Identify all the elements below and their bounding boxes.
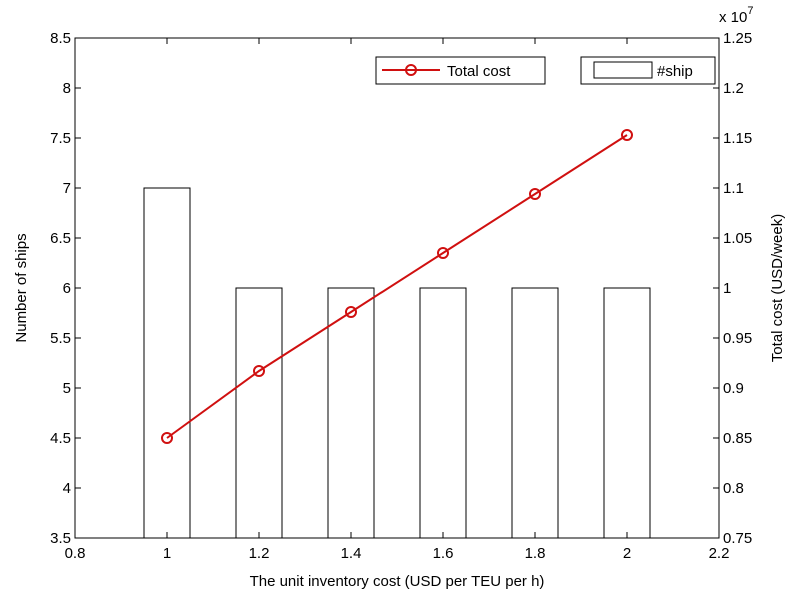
ship-bar [327,287,375,539]
right-y-axis-label: Total cost (USD/week) [769,214,786,362]
x-axis-label: The unit inventory cost (USD per TEU per… [250,573,545,590]
right-axis-exponent: x 107 [719,5,753,26]
right-y-tick-label: 0.8 [723,480,744,497]
legend-total-cost-label: Total cost [447,63,511,80]
left-y-tick-label: 8 [63,80,71,97]
legend-total-cost: Total cost [375,56,546,85]
ship-bar [511,287,559,539]
left-y-tick-label: 4 [63,480,71,497]
right-y-tick-label: 1.25 [723,30,752,47]
left-y-tick-label: 5 [63,380,71,397]
ship-bar [143,187,191,539]
right-y-tick-label: 0.95 [723,330,752,347]
left-y-ticks: 3.5 4 4.5 5 5.5 6 6.5 7 7.5 8 8.5 [50,30,81,547]
x-tick-label: 1.6 [433,545,454,562]
left-y-tick-label: 5.5 [50,330,71,347]
right-y-tick-label: 1.1 [723,180,744,197]
ship-bar [603,287,651,539]
legend-ship-label: #ship [657,63,693,80]
left-y-tick-label: 3.5 [50,530,71,547]
total-cost-point [529,188,541,200]
legend-total-cost-marker-icon [405,64,417,76]
total-cost-point [345,306,357,318]
x-tick-label: 1.4 [341,545,362,562]
left-y-tick-label: 6.5 [50,230,71,247]
exponent-power: 7 [747,5,753,17]
right-y-tick-label: 0.85 [723,430,752,447]
bars-layer [143,187,651,539]
x-tick-label: 1.2 [249,545,270,562]
total-cost-line [166,134,628,439]
x-tick-label: 1.8 [525,545,546,562]
left-y-tick-label: 6 [63,280,71,297]
right-y-tick-label: 1.05 [723,230,752,247]
cost-line-layer [161,129,633,444]
total-cost-point [253,365,265,377]
right-y-ticks: 0.75 0.8 0.85 0.9 0.95 1 1.05 1.1 1.15 1.2 1.25 [713,30,752,547]
x-tick-label: 2 [623,545,631,562]
ship-bar [235,287,283,539]
total-cost-point [437,247,449,259]
right-y-tick-label: 1.2 [723,80,744,97]
left-y-tick-label: 4.5 [50,430,71,447]
left-y-tick-label: 7 [63,180,71,197]
legend-ship: #ship [580,56,716,85]
x-tick-label: 2.2 [709,545,730,562]
right-y-tick-label: 1.15 [723,130,752,147]
left-y-tick-label: 8.5 [50,30,71,47]
x-tick-label: 1 [163,545,171,562]
x-ticks: 0.8 1 1.2 1.4 1.6 1.8 2 2.2 [65,38,730,562]
exponent-base: x 10 [719,9,747,26]
left-y-tick-label: 7.5 [50,130,71,147]
right-y-tick-label: 1 [723,280,731,297]
legend-ship-bar-icon [593,61,653,79]
right-y-tick-label: 0.9 [723,380,744,397]
right-y-tick-label: 0.75 [723,530,752,547]
total-cost-point [161,432,173,444]
ship-bar [419,287,467,539]
total-cost-point [621,129,633,141]
x-tick-label: 0.8 [65,545,86,562]
left-y-axis-label: Number of ships [13,233,30,342]
